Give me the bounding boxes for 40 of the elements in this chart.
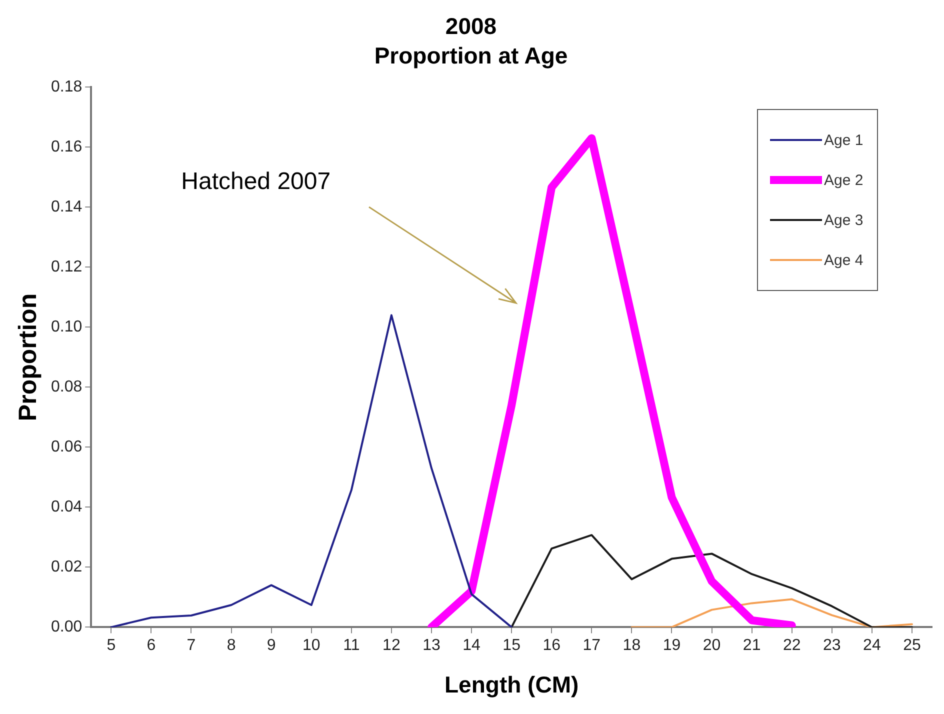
y-tick-label: 0.00: [51, 618, 82, 636]
x-tick-label: 6: [146, 637, 156, 654]
x-tick-label: 11: [343, 637, 360, 654]
x-tick-label: 21: [742, 637, 761, 654]
y-tick-label: 0.04: [51, 498, 82, 516]
x-tick-label: 10: [302, 637, 320, 654]
x-tick-label: 9: [266, 637, 276, 654]
x-tick-label: 18: [622, 637, 641, 654]
legend-label: Age 2: [824, 172, 864, 189]
chart-subtitle: Proportion at Age: [374, 42, 568, 69]
legend-label: Age 4: [824, 252, 864, 269]
x-tick-label: 12: [382, 637, 400, 654]
x-tick-label: 5: [106, 637, 116, 654]
legend-label: Age 1: [824, 132, 864, 149]
y-axis-title: Proportion: [14, 293, 42, 422]
x-tick-label: 15: [502, 637, 521, 654]
y-tick-label: 0.10: [51, 318, 82, 336]
x-tick-label: 25: [903, 637, 921, 654]
x-tick-label: 8: [226, 637, 236, 654]
x-tick-label: 24: [863, 637, 881, 654]
x-tick-label: 14: [462, 637, 481, 654]
legend-label: Age 3: [824, 212, 864, 229]
x-tick-label: 22: [782, 637, 801, 654]
x-tick-label: 19: [662, 637, 681, 654]
y-tick-label: 0.06: [51, 438, 82, 456]
annotation: Hatched 2007: [181, 168, 331, 195]
x-tick-label: 16: [542, 637, 561, 654]
y-tick-label: 0.12: [51, 258, 82, 276]
y-tick-label: 0.08: [51, 378, 82, 396]
x-tick-label: 7: [186, 637, 196, 654]
y-tick-label: 0.02: [51, 558, 82, 576]
x-tick-label: 20: [702, 637, 721, 654]
chart-title: 2008: [445, 13, 497, 40]
y-tick-label: 0.16: [51, 138, 82, 156]
x-axis-title: Length (CM): [444, 672, 579, 698]
x-tick-label: 17: [582, 637, 601, 654]
x-tick-label: 23: [823, 637, 841, 654]
y-tick-label: 0.14: [51, 198, 82, 216]
x-tick-label: 13: [422, 637, 440, 654]
y-tick-label: 0.18: [51, 78, 82, 96]
